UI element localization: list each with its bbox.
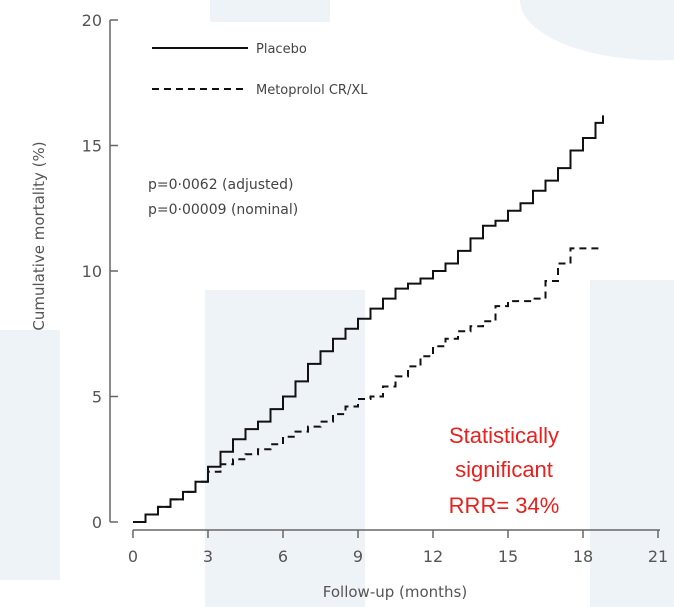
y-axis-label: Cumulative mortality (%) <box>30 141 48 330</box>
legend-label-metoprolol: Metoprolol CR/XL <box>256 83 368 98</box>
x-tick-label: 9 <box>353 547 363 566</box>
y-tick-label: 10 <box>82 262 102 281</box>
x-axis-label: Follow-up (months) <box>323 583 467 601</box>
x-tick-label: 18 <box>573 547 593 566</box>
y-tick-label: 5 <box>92 388 102 407</box>
p-value-adjusted: p=0·0062 (adjusted) <box>148 177 294 193</box>
axes: 0 5 10 15 20 0 3 6 9 12 15 18 21 <box>82 11 669 566</box>
callout-line-3: RRR= 34% <box>449 493 560 518</box>
x-tick-label: 6 <box>278 547 288 566</box>
x-tick-label: 0 <box>128 547 138 566</box>
legend: Placebo Metoprolol CR/XL <box>152 42 368 98</box>
y-tick-label: 20 <box>82 11 102 30</box>
y-ticks: 0 5 10 15 20 <box>82 11 118 532</box>
x-tick-label: 3 <box>203 547 213 566</box>
x-ticks: 0 3 6 9 12 15 18 21 <box>128 530 668 566</box>
y-tick-label: 0 <box>92 513 102 532</box>
callout-line-1: Statistically <box>449 423 559 448</box>
x-tick-label: 15 <box>498 547 518 566</box>
callout-line-2: significant <box>455 457 553 482</box>
x-tick-label: 21 <box>648 547 668 566</box>
legend-label-placebo: Placebo <box>256 42 307 57</box>
y-tick-label: 15 <box>82 137 102 156</box>
x-tick-label: 12 <box>423 547 443 566</box>
series-line-placebo <box>133 115 604 523</box>
series-group <box>133 115 604 523</box>
rrr-callout: Statistically significant RRR= 34% <box>449 423 560 518</box>
p-value-nominal: p=0·00009 (nominal) <box>148 202 298 218</box>
series-line-metoprolol <box>133 247 603 523</box>
